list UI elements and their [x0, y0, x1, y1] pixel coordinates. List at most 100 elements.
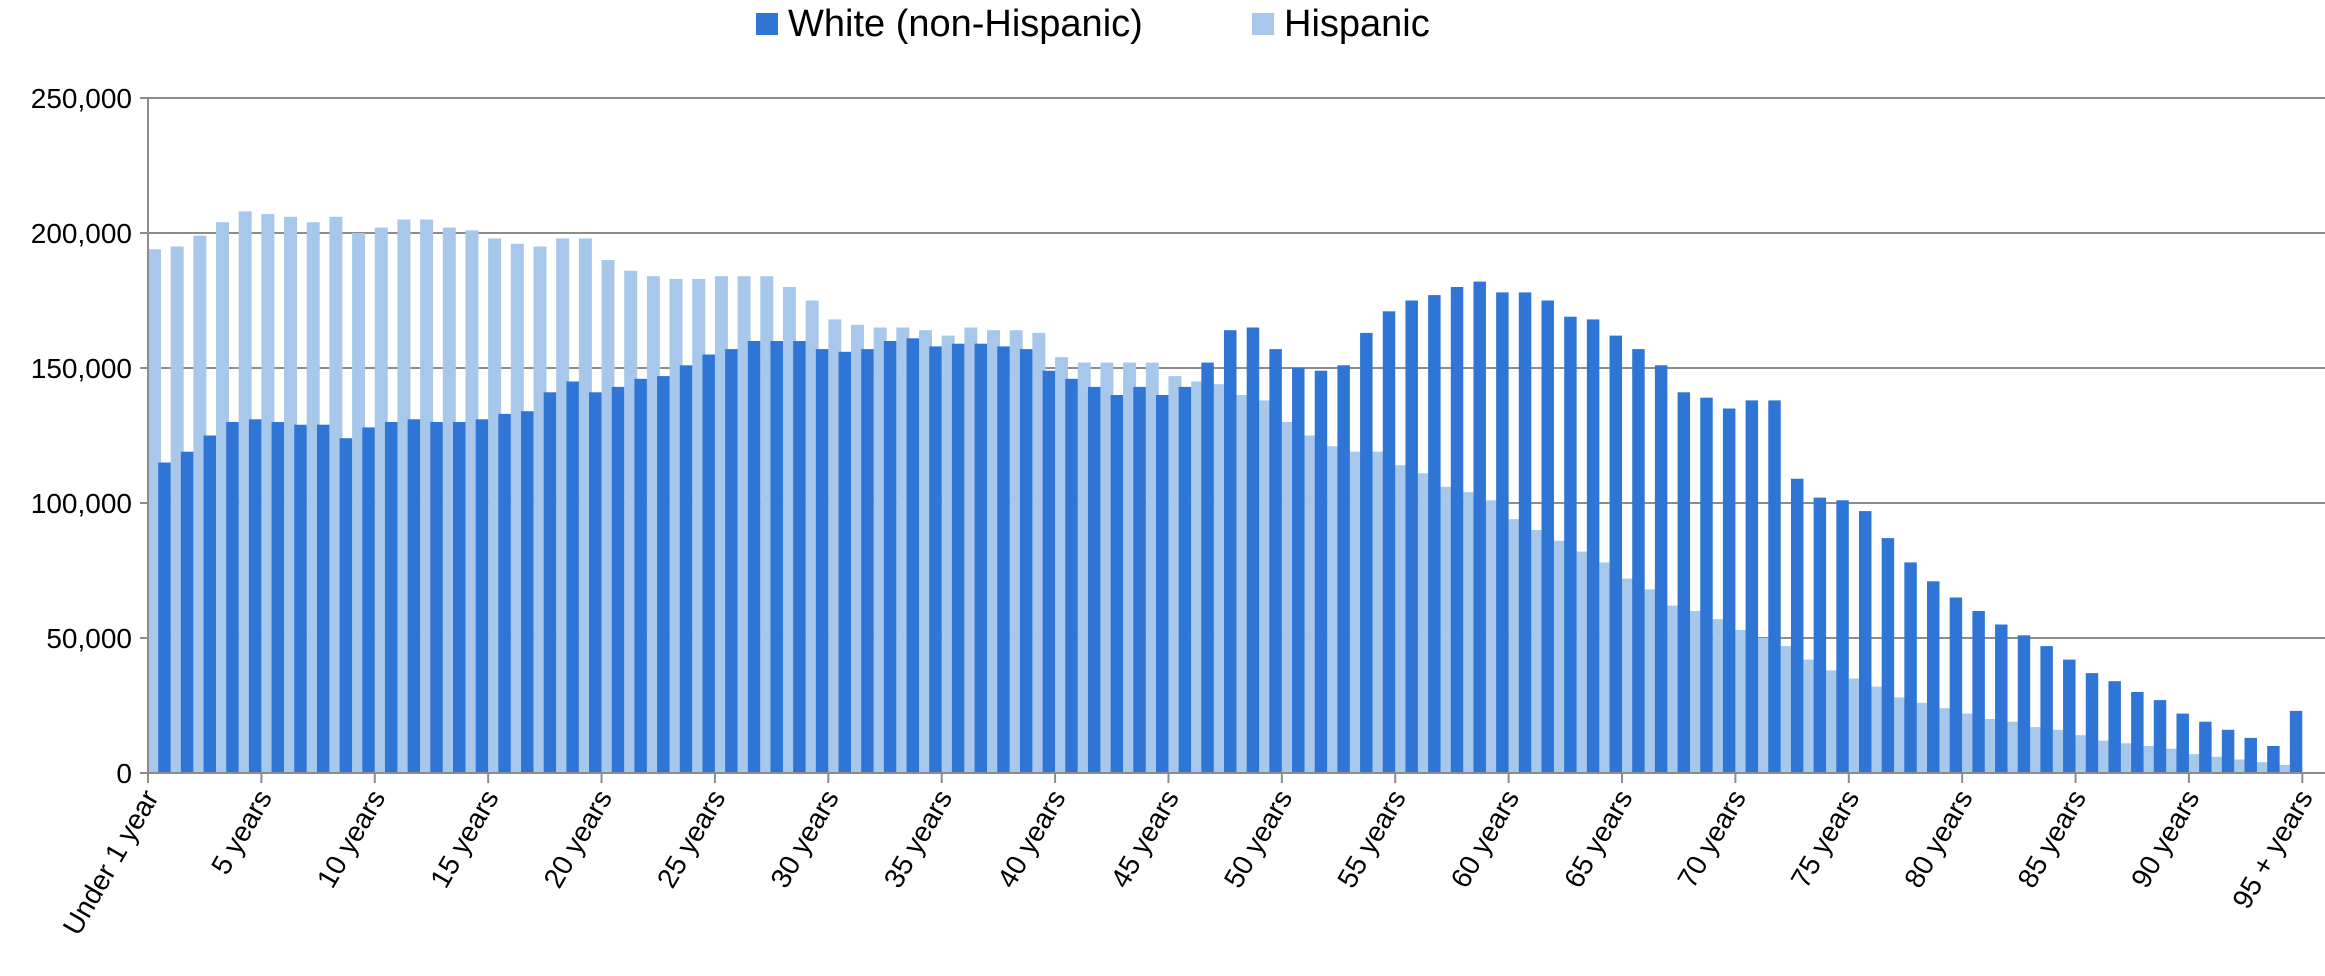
- bar-white-non-hispanic: [566, 381, 579, 773]
- bar-white-non-hispanic: [226, 422, 239, 773]
- bar-white-non-hispanic: [407, 419, 421, 773]
- bar-white-non-hispanic: [2176, 713, 2189, 773]
- bar-white-non-hispanic: [974, 343, 988, 773]
- bar-white-non-hispanic: [1201, 362, 1214, 773]
- bar-hispanic: [1304, 435, 1318, 773]
- bar-hispanic: [2052, 729, 2066, 773]
- bar-hispanic: [1417, 473, 1431, 773]
- bar-hispanic: [2098, 740, 2112, 773]
- bar-hispanic: [1871, 686, 1885, 773]
- bar-white-non-hispanic: [1019, 349, 1033, 773]
- bar-white-non-hispanic: [2017, 635, 2031, 773]
- bar-white-non-hispanic: [1110, 395, 1124, 773]
- bar-white-non-hispanic: [1768, 400, 1781, 773]
- bar-hispanic: [669, 278, 683, 773]
- bar-white-non-hispanic: [1428, 295, 1441, 773]
- bar-hispanic: [646, 276, 660, 773]
- bar-white-non-hispanic: [1382, 311, 1396, 773]
- bar-hispanic: [1009, 330, 1023, 773]
- bar-white-non-hispanic: [1133, 386, 1146, 773]
- x-tick-label: 40 years: [991, 785, 1072, 894]
- bar-white-non-hispanic: [1813, 497, 1827, 773]
- bar-hispanic: [397, 219, 411, 773]
- bar-hispanic: [760, 276, 774, 773]
- bar-white-non-hispanic: [1224, 330, 1237, 773]
- bar-hispanic: [1100, 362, 1114, 773]
- bar-hispanic: [2166, 748, 2180, 773]
- bar-white-non-hispanic: [657, 376, 670, 773]
- bars: [148, 211, 2303, 774]
- bar-white-non-hispanic: [1995, 624, 2008, 773]
- x-tick-label: 85 years: [2012, 785, 2093, 894]
- bar-hispanic: [2143, 746, 2157, 773]
- bar-white-non-hispanic: [1087, 386, 1101, 773]
- bar-white-non-hispanic: [2040, 646, 2053, 773]
- bar-hispanic: [488, 238, 502, 773]
- x-axis-ticks: Under 1 year 5 years 10 years 15 years 20 ye…: [57, 784, 2319, 940]
- bar-white-non-hispanic: [1065, 378, 1078, 773]
- bar-white-non-hispanic: [2131, 692, 2144, 773]
- bar-hispanic: [1780, 646, 1794, 773]
- bar-white-non-hispanic: [725, 349, 738, 773]
- bar-white-non-hispanic: [883, 341, 897, 773]
- legend-swatch-white: [756, 13, 778, 35]
- bar-white-non-hispanic: [271, 422, 285, 773]
- bar-hispanic: [1576, 551, 1590, 773]
- bar-hispanic: [1508, 519, 1522, 773]
- bar-white-non-hispanic: [1904, 562, 1917, 773]
- bar-hispanic: [2188, 754, 2202, 773]
- bar-hispanic: [1213, 384, 1227, 773]
- bar-hispanic: [1372, 451, 1386, 773]
- bar-hispanic: [850, 324, 864, 773]
- bar-white-non-hispanic: [1450, 287, 1464, 773]
- bar-hispanic: [1168, 376, 1182, 773]
- bar-white-non-hispanic: [1972, 611, 1985, 773]
- bar-white-non-hispanic: [248, 419, 262, 773]
- bar-hispanic: [1055, 357, 1069, 773]
- bar-hispanic: [873, 327, 887, 773]
- bar-hispanic: [1123, 362, 1137, 773]
- bar-hispanic: [1281, 422, 1295, 773]
- bar-hispanic: [1191, 381, 1205, 773]
- bar-white-non-hispanic: [2244, 737, 2257, 773]
- x-tick-label: 35 years: [878, 784, 959, 893]
- bar-hispanic: [2234, 759, 2248, 773]
- bar-white-non-hispanic: [1927, 581, 1940, 773]
- bar-white-non-hispanic: [543, 392, 557, 773]
- bar-hispanic: [216, 222, 230, 773]
- bar-hispanic: [1848, 678, 1862, 773]
- y-tick-label: 150,000: [31, 353, 132, 384]
- bar-hispanic: [1032, 332, 1046, 773]
- bar-white-non-hispanic: [2085, 673, 2099, 773]
- bar-hispanic: [2007, 721, 2021, 773]
- bar-hispanic: [352, 233, 366, 773]
- bar-white-non-hispanic: [475, 419, 489, 773]
- bar-white-non-hispanic: [1654, 365, 1668, 773]
- bar-hispanic: [374, 227, 388, 774]
- bar-hispanic: [556, 238, 570, 773]
- bar-white-non-hispanic: [1314, 370, 1328, 773]
- legend-item-hispanic: Hispanic: [1252, 2, 1430, 46]
- x-tick-label: 90 years: [2125, 785, 2206, 894]
- bar-white-non-hispanic: [1790, 478, 1804, 773]
- bar-hispanic: [1553, 540, 1567, 773]
- legend-label-white: White (non-Hispanic): [788, 3, 1143, 45]
- bar-hispanic: [1599, 562, 1613, 773]
- x-tick-label: 5 years: [205, 785, 278, 880]
- bar-white-non-hispanic: [951, 343, 965, 773]
- bar-hispanic: [805, 300, 819, 773]
- bar-white-non-hispanic: [521, 411, 534, 773]
- bar-white-non-hispanic: [203, 435, 217, 773]
- bar-white-non-hispanic: [1405, 300, 1418, 773]
- x-tick-label: 80 years: [1898, 785, 1979, 894]
- bar-hispanic: [170, 246, 184, 773]
- bar-hispanic: [964, 327, 978, 773]
- bar-white-non-hispanic: [2153, 700, 2167, 773]
- x-tick-label: 60 years: [1445, 785, 1526, 894]
- bar-hispanic: [1077, 362, 1091, 773]
- bar-white-non-hispanic: [1178, 386, 1192, 773]
- bar-white-non-hispanic: [1858, 511, 1872, 773]
- bar-white-non-hispanic: [1541, 300, 1554, 773]
- bar-white-non-hispanic: [2267, 746, 2280, 773]
